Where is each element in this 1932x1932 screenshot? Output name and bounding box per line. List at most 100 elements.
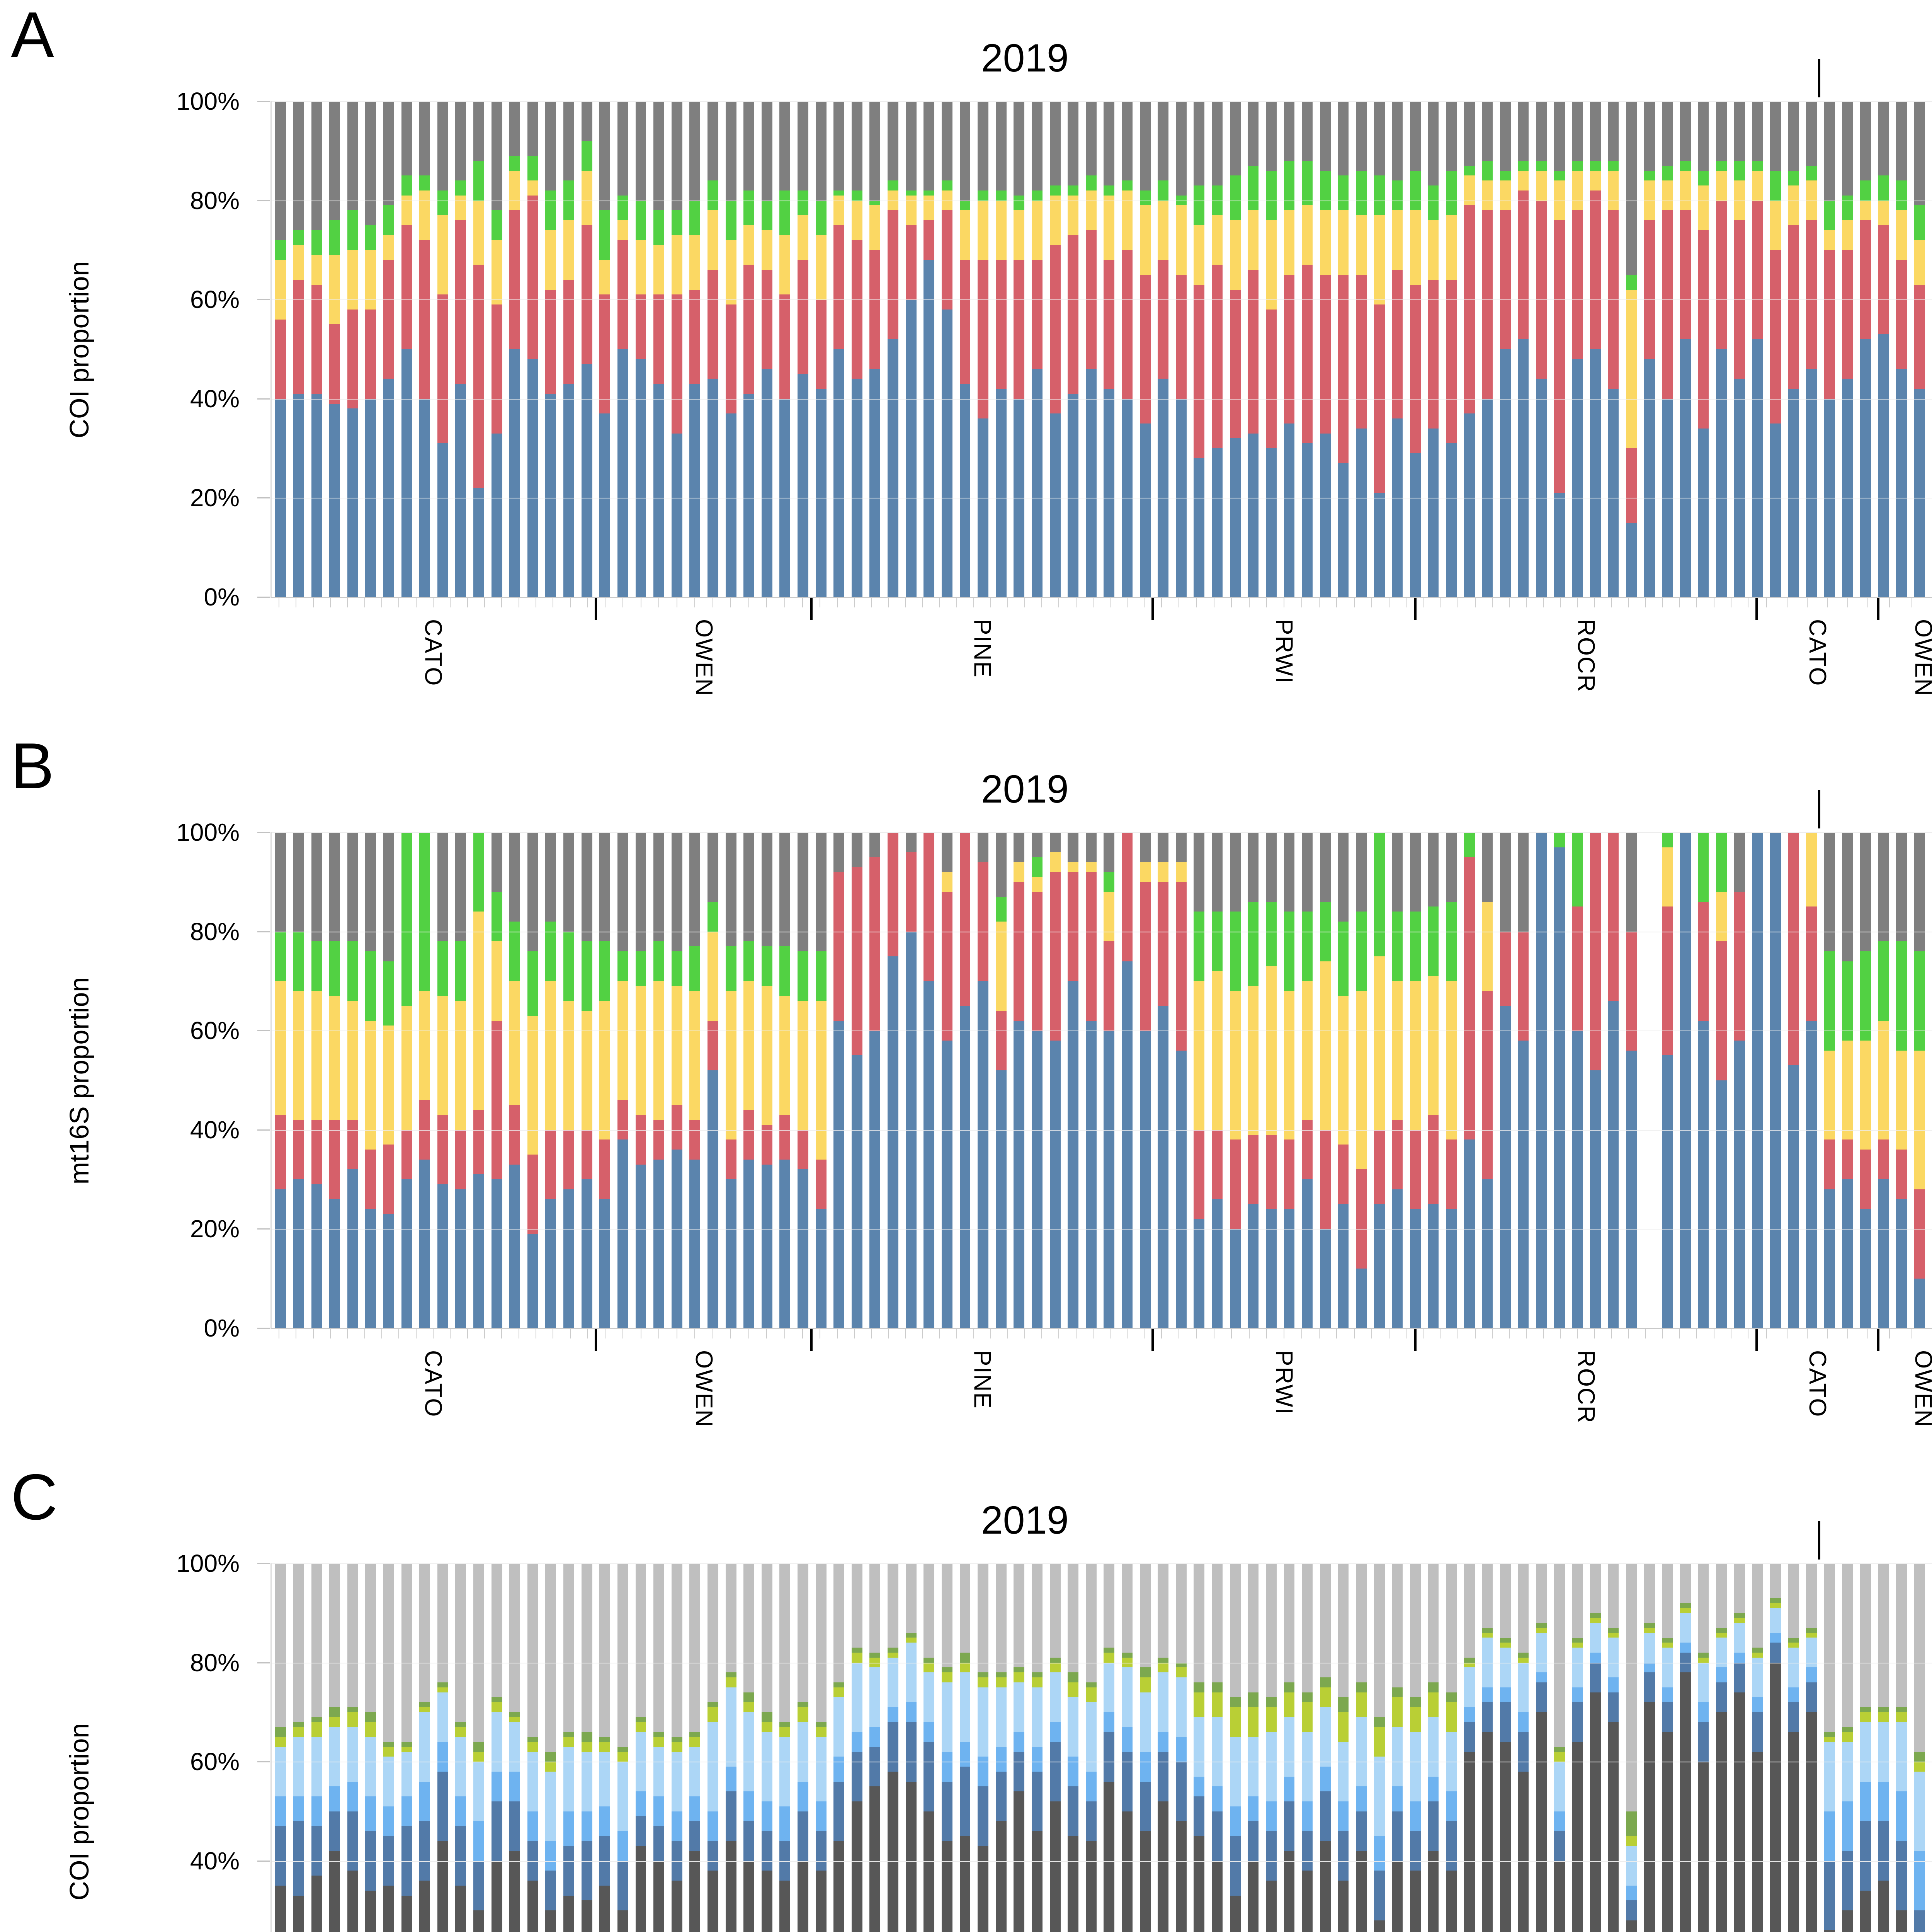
stacked-bar (1031, 1563, 1043, 1932)
bar-slot (398, 101, 416, 597)
segment-shredder (1355, 832, 1367, 912)
segment-trichoptera (1230, 1737, 1241, 1806)
segment-elmidae (509, 1717, 520, 1722)
segment-odonata (635, 1717, 646, 1722)
bar-slot (1893, 1563, 1911, 1932)
segment-ephemeroptera (1824, 1861, 1835, 1930)
stacked-bar (1770, 832, 1781, 1328)
segment-predator (1446, 215, 1457, 280)
segment-predator (1752, 170, 1763, 201)
segment-shredder (869, 832, 881, 857)
segment-odonata (527, 1737, 538, 1742)
segment-filterer (1716, 941, 1727, 1080)
minor-tick (1645, 1329, 1646, 1338)
bar-slot (1514, 101, 1532, 597)
segment-scraper (1392, 912, 1403, 981)
segment-scraper (455, 941, 466, 1001)
segment-ephemeroptera (563, 1846, 575, 1896)
segment-collector (419, 1159, 430, 1328)
axis-group-2019-ROCR: ROCR (1415, 1329, 1758, 1428)
segment-chironomidae (419, 1881, 430, 1932)
bar-slot (704, 832, 722, 1328)
segment-filterer (1914, 284, 1925, 389)
segment-ephemeroptera (419, 1821, 430, 1881)
segment-chironomidae (1896, 1910, 1907, 1932)
segment-collector (653, 1159, 665, 1328)
segment-plecoptera (563, 1811, 575, 1846)
segment-plecoptera (1248, 1796, 1259, 1821)
segment-odonata (1518, 1652, 1529, 1658)
segment-trichoptera (1068, 1697, 1079, 1757)
bar-slot (938, 1563, 956, 1932)
segment-scraper (1662, 832, 1673, 847)
segment-collector (1410, 453, 1421, 597)
segment-shredder (545, 101, 556, 190)
stacked-bar (527, 101, 538, 597)
segment-trichoptera (1752, 1657, 1763, 1697)
segment-shredder (545, 832, 556, 922)
segment-elmidae (1265, 1707, 1277, 1732)
minor-tick-cell (863, 598, 880, 607)
segment-predator (1031, 200, 1043, 260)
segment-scraper (1716, 832, 1727, 892)
minor-ticks (1415, 1329, 1757, 1338)
segment-predator (329, 996, 340, 1120)
segment-filterer (563, 279, 575, 384)
minor-tick (1092, 598, 1094, 607)
minor-tick (313, 598, 314, 607)
segment-odonata (1698, 1652, 1709, 1658)
bar-group-2019-PINE (830, 101, 1190, 597)
segment-other (671, 1563, 682, 1737)
segment-filterer (1716, 200, 1727, 349)
segment-scraper (1626, 275, 1637, 290)
bar-slot (1262, 1563, 1281, 1932)
segment-shredder (1230, 832, 1241, 912)
segment-filterer (1212, 265, 1223, 449)
segment-odonata (743, 1692, 755, 1702)
segment-elmidae (635, 1722, 646, 1732)
segment-filterer (1824, 250, 1835, 399)
minor-tick (1196, 598, 1197, 607)
segment-other (1842, 1563, 1853, 1727)
bar-slot (1298, 101, 1316, 597)
segment-elmidae (1068, 1682, 1079, 1697)
segment-elmidae (1842, 1732, 1853, 1742)
segment-scraper (1464, 832, 1475, 857)
stacked-bar (1914, 1563, 1925, 1932)
stacked-bar (563, 101, 575, 597)
bar-slot (1172, 101, 1190, 597)
segment-odonata (1428, 1682, 1439, 1692)
bar-slot (650, 1563, 668, 1932)
stacked-bar (563, 832, 575, 1328)
bar-slot (830, 1563, 848, 1932)
segment-filterer (707, 1020, 718, 1070)
segment-filterer (1212, 1129, 1223, 1199)
segment-other (1248, 1563, 1259, 1692)
minor-tick (433, 598, 434, 607)
minor-tick (501, 598, 502, 607)
stacked-bar (1878, 101, 1889, 597)
segment-scraper (545, 190, 556, 230)
stacked-bar (1716, 1563, 1727, 1932)
bar-slot (1929, 832, 1932, 1328)
stacked-bar (1896, 832, 1907, 1328)
segment-shredder (599, 101, 611, 211)
segment-shredder (1392, 101, 1403, 181)
segment-ephemeroptera (1410, 1831, 1421, 1871)
segment-filterer (545, 289, 556, 394)
segment-predator (1410, 210, 1421, 285)
segment-odonata (869, 1652, 881, 1658)
segment-other (1014, 1563, 1025, 1668)
segment-collector (851, 379, 862, 597)
segment-ephemeroptera (275, 1826, 286, 1886)
segment-scraper (1788, 170, 1799, 186)
segment-filterer (1500, 931, 1511, 1006)
segment-elmidae (1680, 1608, 1691, 1613)
segment-predator (923, 195, 935, 220)
bar-slot (632, 101, 650, 597)
segment-scraper (1194, 185, 1205, 225)
stacked-bar (1788, 101, 1799, 597)
segment-shredder (671, 101, 682, 211)
bar-slot (1010, 1563, 1028, 1932)
